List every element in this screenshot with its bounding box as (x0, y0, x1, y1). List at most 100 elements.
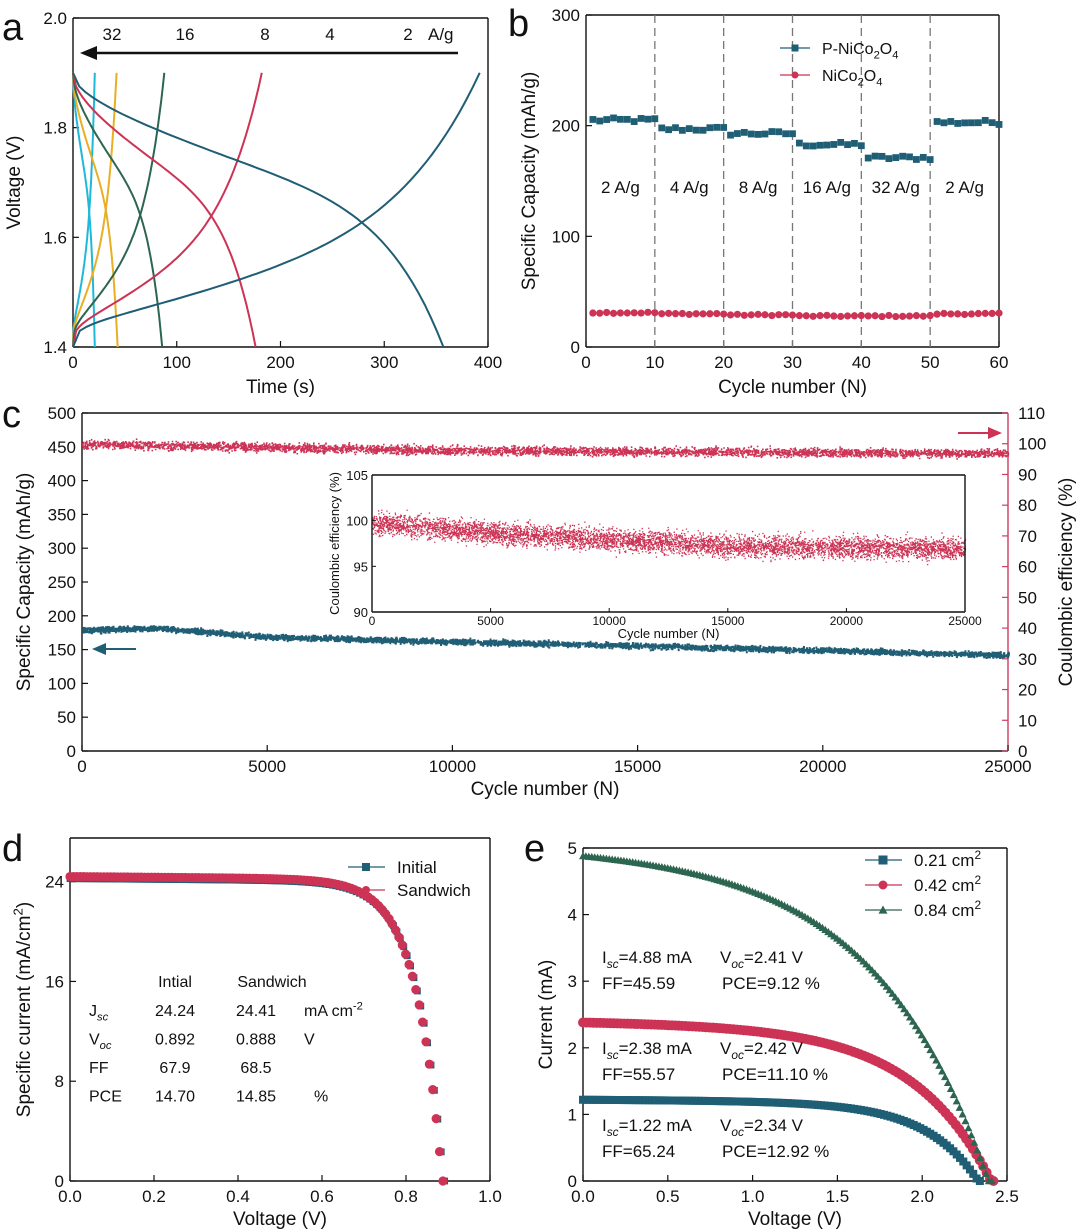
left-arrow-head (92, 643, 106, 655)
iv-point-0.84 cm2 (978, 1161, 987, 1169)
iv-point-0.84 cm2 (908, 1017, 917, 1025)
legend-label: 0.42 cm2 (914, 873, 981, 895)
y-tick-label: 50 (57, 708, 76, 727)
y-tick-label: 2.0 (43, 9, 67, 28)
y-tick-label: 300 (552, 6, 580, 25)
y-tick-label: 1.4 (43, 338, 67, 357)
cycle-point-NiCo2O4 (726, 311, 735, 319)
jv-point-Sandwich (404, 959, 414, 970)
x-tick-label: 10 (645, 353, 664, 372)
y-tick-label: 1.6 (43, 228, 67, 247)
stats-ff: FF=45.59 (602, 974, 675, 993)
y-tick-label: 500 (48, 404, 76, 423)
cycle-point-P-NiCo2O4 (651, 115, 659, 123)
label-part: I (602, 948, 607, 967)
cycle-point-P-NiCo2O4 (617, 115, 624, 123)
cycle-point-NiCo2O4 (651, 309, 659, 317)
cycle-point-NiCo2O4 (871, 312, 879, 320)
cycle-point-P-NiCo2O4 (665, 126, 672, 134)
cycle-point-NiCo2O4 (589, 309, 597, 317)
jv-point-Sandwich (414, 1000, 424, 1010)
legend-label: 0.84 cm2 (914, 898, 981, 920)
inset-chart: 0 5000 10000 15000 20000 25000 90 95 100 105 Cycle… (327, 468, 982, 641)
label-part: 2 (874, 49, 880, 61)
cycle-point-NiCo2O4 (713, 309, 721, 318)
y-right-tick-label: 20 (1018, 681, 1037, 700)
x-axis-label: Time (s) (246, 377, 315, 398)
table-value-sandwich: 0.888 (236, 1032, 276, 1049)
rate-label: 8 (260, 25, 269, 44)
label-part: sc (607, 1125, 619, 1139)
x-tick-label: 0.5 (656, 1187, 680, 1206)
table-unit: mA cm-2 (304, 1001, 363, 1020)
label-part: PCE (89, 1089, 122, 1106)
y-right-tick-label: 80 (1018, 496, 1037, 515)
stats-pce: PCE=12.92 % (722, 1142, 829, 1161)
iv-point-0.84 cm2 (946, 1084, 955, 1092)
label-part: Specific current (mA/cm (14, 916, 35, 1118)
rate-label: 2 A/g (945, 178, 984, 197)
cycle-point-NiCo2O4 (616, 309, 625, 317)
inset-x-axis-label: Cycle number (N) (618, 626, 720, 641)
label-part: I (602, 1039, 607, 1058)
cycle-point-NiCo2O4 (733, 310, 742, 318)
rate-label: 32 A/g (872, 178, 920, 197)
rate-label: 32 (103, 25, 122, 44)
cycle-point-NiCo2O4 (685, 310, 693, 319)
label-part: 0.84 cm (914, 901, 974, 920)
label-part: sc (97, 1011, 109, 1023)
cycle-point-NiCo2O4 (671, 310, 680, 318)
cycle-point-P-NiCo2O4 (768, 128, 776, 135)
label-part: V (720, 1116, 732, 1135)
cycle-point-P-NiCo2O4 (720, 124, 728, 131)
y-tick-label: 100 (48, 674, 76, 693)
iv-point-0.84 cm2 (941, 1072, 950, 1081)
x-tick-label: 5000 (248, 757, 286, 776)
cycle-point-NiCo2O4 (740, 311, 748, 319)
y-tick-label: 450 (48, 438, 76, 457)
discharge-curve-32 (72, 72, 96, 348)
y-tick-label: 1 (568, 1105, 577, 1124)
x-tick-label: 20 (714, 353, 733, 372)
iv-point-0.84 cm2 (897, 1001, 906, 1009)
cycle-point-NiCo2O4 (823, 311, 831, 319)
rate-label: 4 A/g (670, 178, 709, 197)
cycle-point-P-NiCo2O4 (844, 141, 851, 149)
y-tick-label: 0 (55, 1172, 64, 1191)
jv-point-Sandwich (434, 1147, 445, 1157)
cycle-point-P-NiCo2O4 (864, 154, 872, 162)
cycle-point-P-NiCo2O4 (789, 130, 796, 138)
inset-efficiency-points (372, 509, 967, 566)
cycle-point-NiCo2O4 (720, 310, 728, 318)
discharge-curve-4 (72, 72, 257, 348)
cycle-point-NiCo2O4 (802, 312, 810, 320)
y-tick-label: 5 (568, 839, 577, 858)
label-part: =2.38 mA (619, 1039, 693, 1058)
table-value-sandwich: 14.85 (236, 1089, 276, 1106)
panel-letter: b (508, 3, 529, 45)
cycle-point-P-NiCo2O4 (802, 142, 810, 150)
label-part: 0.21 cm (914, 851, 974, 870)
cycle-point-P-NiCo2O4 (692, 126, 700, 134)
cycle-point-NiCo2O4 (692, 310, 700, 318)
cycle-point-NiCo2O4 (857, 311, 865, 320)
y-axis-label: Current (mA) (536, 960, 557, 1070)
y-tick-label: 0 (568, 1172, 577, 1191)
iv-point-0.84 cm2 (911, 1022, 920, 1030)
x-tick-label: 300 (370, 353, 398, 372)
cycle-point-NiCo2O4 (678, 309, 686, 318)
stats-isc: Isc=4.88 mA (602, 948, 693, 971)
x-axis-label: Cycle number (N) (718, 377, 867, 398)
cycle-point-NiCo2O4 (609, 309, 618, 317)
cycle-point-NiCo2O4 (967, 310, 976, 318)
legend-marker (791, 71, 799, 79)
x-tick-label: 2.0 (910, 1187, 934, 1206)
cycle-point-P-NiCo2O4 (961, 119, 968, 127)
charge-curve-16 (72, 72, 118, 348)
legend-label: Initial (397, 858, 437, 877)
cycle-point-NiCo2O4 (960, 310, 969, 319)
x-tick-label: 15000 (614, 757, 661, 776)
cycle-point-NiCo2O4 (782, 311, 790, 319)
jv-point-Sandwich (428, 1085, 438, 1095)
cycle-point-P-NiCo2O4 (775, 128, 783, 136)
